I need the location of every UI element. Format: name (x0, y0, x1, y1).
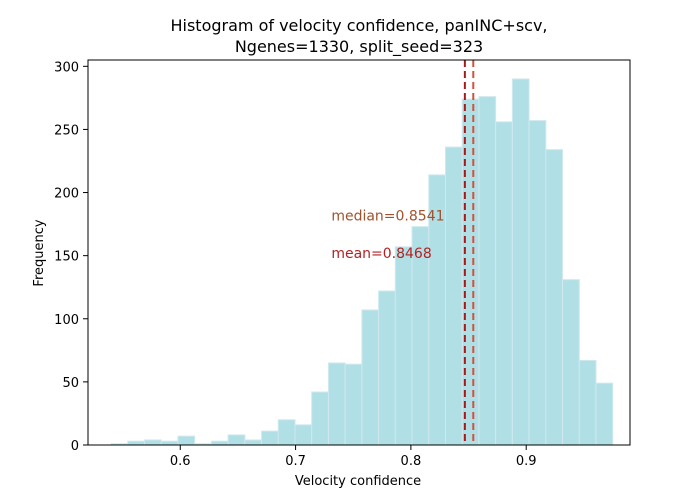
histogram-bar (160, 440, 179, 446)
y-axis-ticks: 0 50 100 150 200 250 300 (54, 60, 88, 454)
histogram-bar (294, 424, 313, 446)
histogram-bar (361, 309, 380, 446)
chart-title-line-2: Ngenes=1330, split_seed=323 (235, 37, 483, 57)
y-tick-label: 50 (62, 376, 79, 391)
histogram-bars (110, 78, 614, 446)
x-axis-label: Velocity confidence (295, 474, 421, 489)
histogram-bar (562, 279, 580, 446)
y-tick-label: 300 (54, 60, 79, 75)
plot-frame (87, 59, 631, 446)
histogram-bar (261, 430, 279, 446)
histogram-bar (177, 435, 196, 446)
x-tick-label: 0.6 (170, 454, 191, 469)
x-tick-label: 0.9 (516, 454, 537, 469)
histogram-bar (127, 440, 146, 446)
histogram-bar (144, 439, 162, 446)
reference-lines (463, 60, 475, 445)
histogram-bar (495, 121, 513, 446)
histogram-bar (478, 96, 497, 446)
histogram-bar (277, 419, 296, 446)
histogram-bar (528, 120, 547, 446)
histogram-bar (227, 434, 246, 446)
histogram-bar (344, 363, 363, 446)
histogram-bar (511, 78, 530, 446)
median-annotation: median=0.8541 (331, 208, 444, 224)
y-tick-label: 100 (54, 313, 79, 328)
x-tick-label: 0.8 (401, 454, 422, 469)
chart-title-line-1: Histogram of velocity confidence, panINC… (170, 16, 547, 35)
y-axis-label: Frequency (32, 219, 47, 286)
histogram-bar (244, 439, 263, 446)
chart-title: Histogram of velocity confidence, panINC… (170, 16, 547, 57)
histogram-bar (327, 362, 346, 446)
y-tick-label: 250 (54, 123, 79, 138)
histogram-bar (595, 382, 614, 446)
histogram-bar (394, 246, 413, 446)
histogram-bar (378, 290, 396, 446)
histogram-bar (578, 359, 597, 446)
y-tick-label: 150 (54, 250, 79, 265)
mean-annotation: mean=0.8468 (331, 246, 431, 262)
histogram-bar (210, 440, 229, 446)
annotations: median=0.8541 mean=0.8468 (331, 208, 444, 262)
histogram-bar (545, 149, 564, 446)
y-tick-label: 0 (71, 439, 79, 454)
x-tick-label: 0.7 (285, 454, 306, 469)
histogram-bar (444, 146, 463, 446)
x-axis-ticks: 0.6 0.7 0.8 0.9 (170, 445, 537, 469)
histogram-bar (311, 391, 329, 446)
y-tick-label: 200 (54, 187, 79, 202)
